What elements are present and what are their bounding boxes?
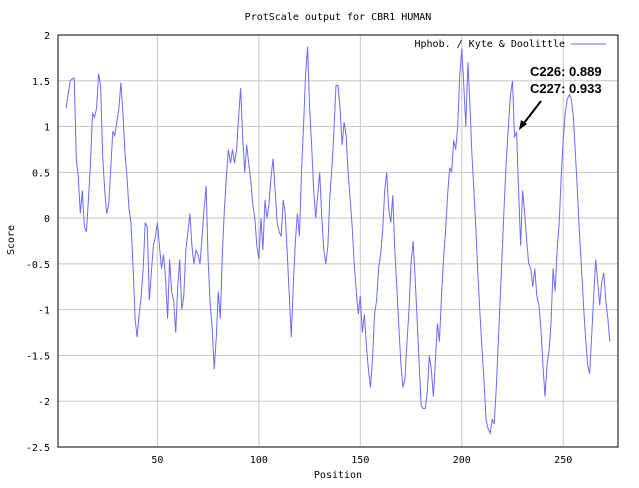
y-axis-label: Score [6, 225, 17, 255]
y-tick-label: -1 [38, 306, 50, 317]
series-line [65, 46, 611, 436]
annotation: C226: 0.889 C227: 0.933 [519, 64, 602, 130]
chart-title: ProtScale output for CBR1 HUMAN [245, 12, 432, 23]
x-axis-label: Position [314, 470, 362, 481]
y-tick-label: 1 [44, 123, 50, 134]
axis-ticks: 50 100 150 200 250 -2.5 -2 -1.5 -1 -0.5 0 0.5 1 1.5 2 [26, 31, 572, 466]
x-tick-label: 200 [453, 455, 471, 466]
annotation-label-c226: C226: 0.889 [530, 64, 602, 79]
y-tick-label: 1.5 [32, 77, 50, 88]
y-tick-label: 0.5 [32, 168, 50, 179]
x-tick-label: 100 [250, 455, 268, 466]
gridlines [58, 35, 618, 447]
y-tick-label: 2 [44, 31, 50, 42]
annotation-arrowhead [519, 120, 527, 130]
y-tick-label: -2 [38, 397, 50, 408]
y-tick-label: -2.5 [26, 443, 50, 454]
plot-frame [57, 34, 619, 448]
x-tick-label: 250 [554, 455, 572, 466]
legend: Hphob. / Kyte & Doolittle [414, 39, 606, 50]
annotation-label-c227: C227: 0.933 [530, 81, 602, 96]
x-tick-label: 150 [351, 455, 369, 466]
legend-label: Hphob. / Kyte & Doolittle [414, 39, 565, 50]
y-tick-label: 0 [44, 214, 50, 225]
x-tick-label: 50 [151, 455, 163, 466]
y-tick-label: -0.5 [26, 260, 50, 271]
y-tick-label: -1.5 [26, 351, 50, 362]
